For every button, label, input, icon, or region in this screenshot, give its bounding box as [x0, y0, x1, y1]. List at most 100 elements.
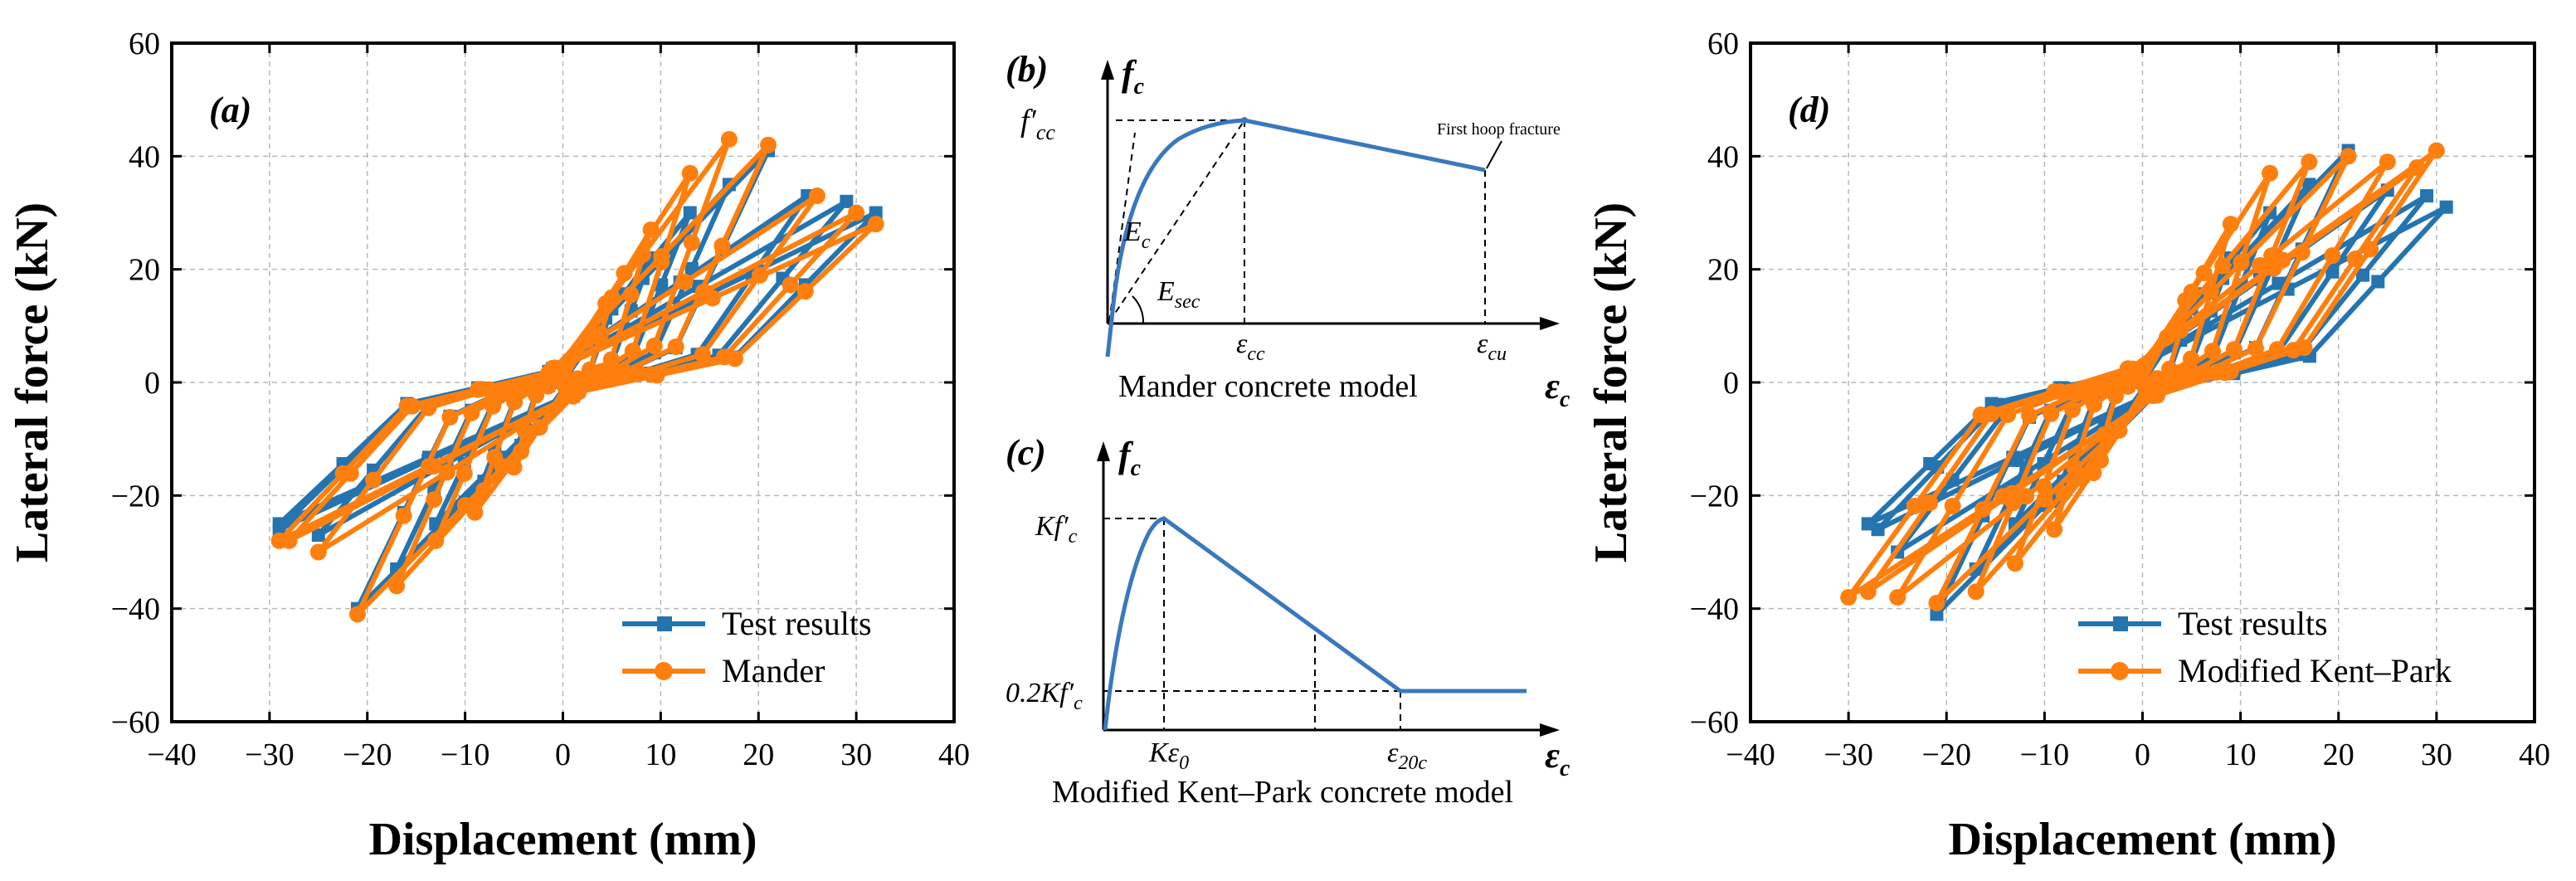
x-tick-label: 0 [2135, 737, 2150, 772]
data-point-circle [867, 216, 884, 233]
data-point-circle [2274, 251, 2291, 269]
b-annotation: First hoop fracture [1437, 120, 1561, 139]
data-point-circle [1906, 497, 1923, 514]
data-point-circle [455, 465, 473, 482]
x-tick-label: 30 [840, 737, 872, 772]
data-point-circle [420, 399, 437, 416]
data-point-circle [2225, 341, 2242, 358]
data-point-circle [2251, 256, 2268, 274]
data-point-circle [681, 164, 699, 182]
data-point-circle [2072, 383, 2090, 401]
data-point-circle [2073, 470, 2091, 487]
b-peak-point [1241, 117, 1248, 124]
data-point-circle [808, 187, 825, 205]
data-point-circle [2202, 283, 2219, 300]
data-point-circle [441, 408, 459, 426]
data-point-circle [2159, 329, 2176, 346]
b-angle-arc [1132, 295, 1145, 324]
legend-marker-square [2113, 616, 2128, 631]
legend-marker-square [657, 616, 672, 631]
data-point-square [683, 206, 697, 220]
data-point-circle [2177, 292, 2194, 309]
data-point-circle [2379, 153, 2396, 171]
x-tick-label: −40 [147, 737, 196, 772]
diagram-b-mander: (b) fc εc f′cc Ec Esec εcc εcu First hoo… [1006, 49, 1570, 412]
c-y-axis-arrow [1097, 441, 1110, 461]
data-point-circle [456, 497, 474, 514]
diagram-c-kent-park: (c) fc εc Kf′c 0.2Kf′c Kε0 ε20c Modified… [1006, 432, 1570, 810]
data-point-square [272, 517, 286, 531]
data-point-circle [2046, 383, 2063, 401]
c-y-axis-title: fc [1118, 435, 1142, 481]
data-point-circle [2021, 406, 2038, 424]
data-point-circle [2296, 339, 2313, 357]
data-point-circle [1928, 594, 1945, 611]
b-esec-label: Esec [1157, 276, 1200, 313]
data-point-circle [1999, 406, 2017, 423]
c-stress-strain-curve [1103, 516, 1527, 731]
legend-label-0: Test results [2178, 605, 2328, 642]
panel-label: (d) [1788, 90, 1830, 130]
x-tick-label: 30 [2421, 737, 2452, 772]
x-axis-title: Displacement (mm) [368, 814, 757, 865]
data-point-circle [513, 443, 530, 460]
c-residual-label: 0.2Kf′c [1006, 678, 1083, 714]
data-point-circle [2222, 216, 2239, 233]
data-point-circle [334, 465, 352, 482]
b-ec-label: Ec [1123, 217, 1151, 253]
data-point-circle [2084, 382, 2101, 400]
b-caption: Mander concrete model [1118, 369, 1418, 404]
data-point-circle [2096, 426, 2113, 443]
data-point-circle [2182, 350, 2199, 367]
data-point-circle [2172, 322, 2189, 339]
data-point-circle [796, 283, 814, 300]
data-point-circle [726, 350, 743, 367]
data-point-circle [624, 343, 641, 360]
data-point-circle [485, 397, 502, 415]
data-point-circle [2006, 555, 2023, 572]
data-point-circle [616, 363, 633, 380]
x-tick-label: −10 [441, 737, 489, 772]
data-point-circle [1859, 583, 1877, 601]
b-x-axis-arrow [1540, 317, 1560, 330]
y-tick-label: 0 [1723, 366, 1739, 401]
data-point-circle [653, 248, 670, 265]
data-point-circle [309, 543, 327, 561]
data-point-circle [2346, 251, 2364, 268]
x-tick-label: −10 [2020, 737, 2069, 772]
y-tick-label: 40 [129, 139, 160, 174]
data-point-circle [2203, 343, 2221, 360]
data-point-circle [2340, 148, 2357, 165]
data-point-circle [760, 136, 777, 153]
data-point-circle [2427, 142, 2445, 159]
data-point-circle [578, 331, 596, 348]
y-tick-label: 20 [1707, 253, 1739, 288]
data-point-circle [2247, 340, 2264, 358]
data-point-circle [704, 290, 721, 307]
data-point-circle [2018, 488, 2035, 505]
data-point-circle [2172, 363, 2189, 381]
data-point-circle [2036, 490, 2053, 508]
data-point-circle [2064, 401, 2082, 418]
data-point-square [311, 528, 325, 543]
y-tick-label: 60 [1707, 27, 1739, 61]
data-point-square [2371, 275, 2385, 289]
data-point-square [2420, 189, 2434, 203]
data-point-circle [2262, 164, 2279, 182]
data-point-square [2302, 178, 2316, 192]
data-point-circle [475, 482, 493, 499]
legend-label-0: Test results [722, 605, 872, 642]
x-tick-label: 20 [743, 737, 774, 772]
y-tick-label: 40 [1707, 139, 1739, 174]
x-tick-label: −40 [1726, 737, 1775, 772]
data-point-circle [2268, 341, 2286, 358]
data-point-circle [2119, 360, 2136, 377]
data-point-circle [1967, 583, 1984, 601]
data-point-circle [2055, 484, 2072, 502]
data-point-circle [2408, 158, 2426, 176]
y-tick-label: −40 [1690, 592, 1739, 627]
data-point-circle [645, 338, 663, 355]
legend-label-1: Modified Kent–Park [2178, 652, 2452, 689]
x-tick-label: −30 [1824, 737, 1872, 772]
x-tick-label: 10 [645, 737, 676, 772]
